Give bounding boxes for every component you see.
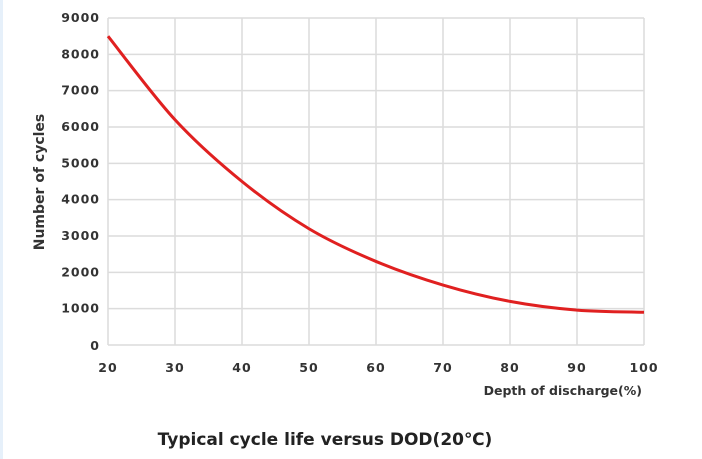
y-tick-label: 0 [90, 338, 100, 353]
y-tick-label: 3000 [61, 228, 100, 243]
x-tick-label: 30 [165, 360, 184, 375]
x-tick-label: 20 [98, 360, 117, 375]
y-tick-label: 6000 [61, 119, 100, 134]
chart-title: Typical cycle life versus DOD(20℃) [157, 430, 493, 450]
x-tick-label: 100 [629, 360, 658, 375]
y-axis-label: Number of cycles [32, 114, 48, 251]
x-tick-label: 40 [232, 360, 251, 375]
y-tick-label: 1000 [61, 301, 100, 316]
y-tick-label: 9000 [61, 10, 100, 25]
y-tick-label: 8000 [61, 46, 100, 61]
x-tick-label: 60 [366, 360, 385, 375]
ticks: 20 30 40 50 60 70 80 90 100010002000300040005000… [61, 10, 658, 375]
y-tick-label: 5000 [61, 155, 100, 170]
left-border [0, 0, 3, 459]
grid [107, 17, 645, 346]
x-tick-label: 90 [567, 360, 586, 375]
x-axis-label: Depth of discharge(%) [484, 383, 642, 398]
x-tick-label: 80 [500, 360, 519, 375]
x-tick-label: 70 [433, 360, 452, 375]
series-line [106, 35, 645, 314]
x-tick-label: 50 [299, 360, 318, 375]
y-tick-label: 2000 [61, 264, 100, 279]
y-tick-label: 7000 [61, 83, 100, 98]
y-tick-label: 4000 [61, 192, 100, 207]
